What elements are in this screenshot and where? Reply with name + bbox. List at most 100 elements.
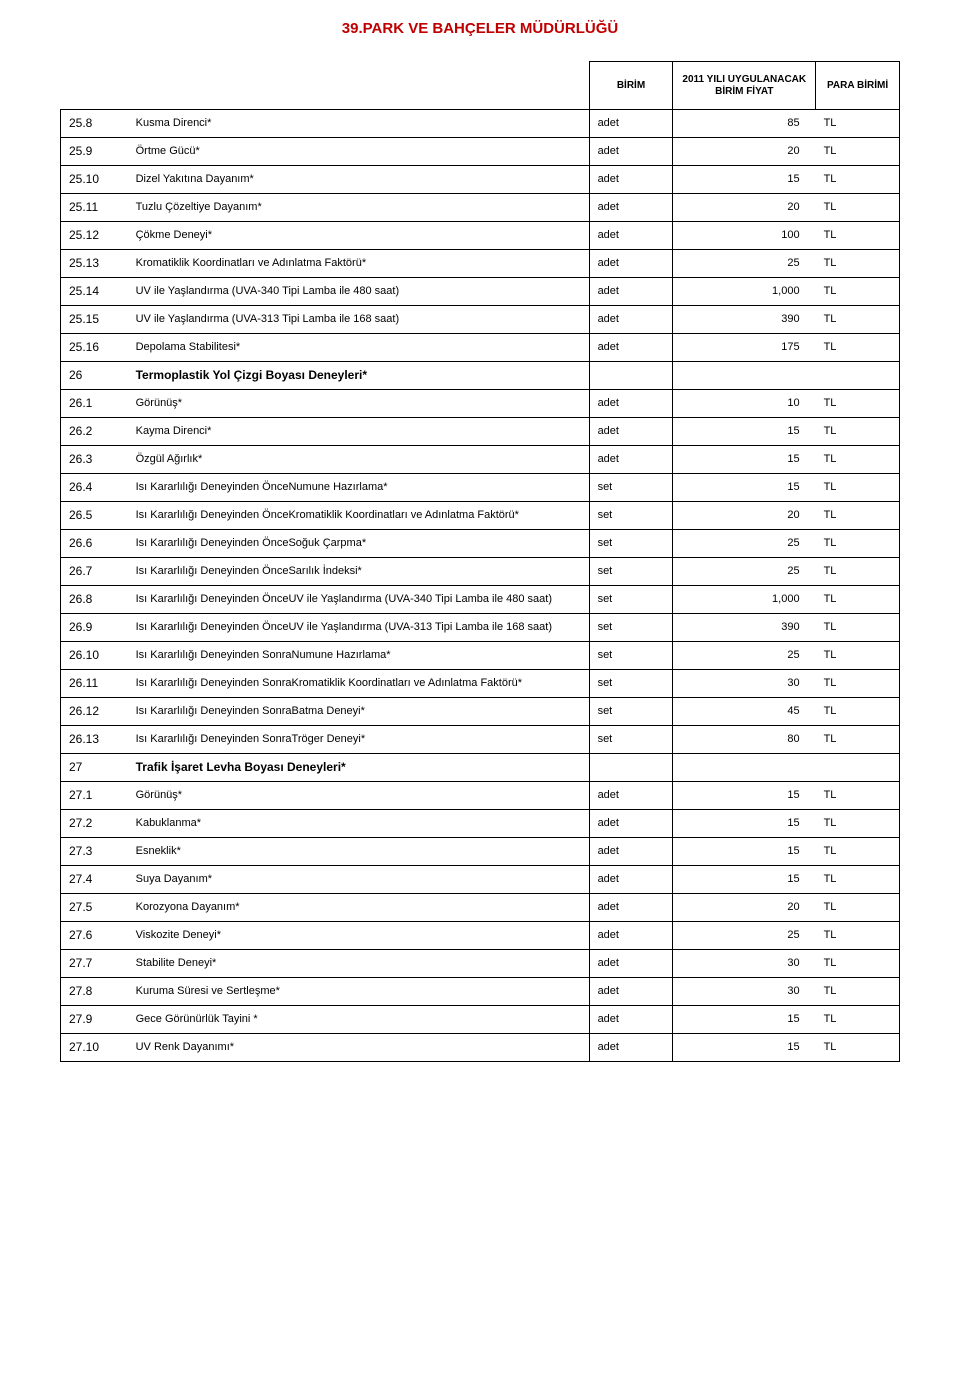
- row-currency: TL: [816, 278, 900, 306]
- row-code: 26.10: [61, 642, 128, 670]
- row-desc: Özgül Ağırlık*: [128, 446, 589, 474]
- row-desc: Görünüş*: [128, 390, 589, 418]
- row-price: 30: [673, 950, 816, 978]
- table-row: 27.10UV Renk Dayanımı*adet15TL: [61, 1034, 900, 1062]
- row-unit: set: [589, 614, 673, 642]
- row-code: 27.6: [61, 922, 128, 950]
- row-currency: TL: [816, 586, 900, 614]
- table-row: 26Termoplastik Yol Çizgi Boyası Deneyler…: [61, 362, 900, 390]
- row-unit: adet: [589, 138, 673, 166]
- row-price: 390: [673, 306, 816, 334]
- row-desc: Viskozite Deneyi*: [128, 922, 589, 950]
- row-price: 15: [673, 1034, 816, 1062]
- table-row: 25.9Örtme Gücü*adet20TL: [61, 138, 900, 166]
- row-code: 26: [61, 362, 128, 390]
- table-row: 25.16Depolama Stabilitesi*adet175TL: [61, 334, 900, 362]
- table-row: 26.13Isı Kararlılığı Deneyinden SonraTrö…: [61, 726, 900, 754]
- row-price: 20: [673, 502, 816, 530]
- row-unit: [589, 754, 673, 782]
- row-code: 27.8: [61, 978, 128, 1006]
- table-row: 27.3Esneklik*adet15TL: [61, 838, 900, 866]
- row-unit: adet: [589, 278, 673, 306]
- row-unit: adet: [589, 306, 673, 334]
- row-price: 80: [673, 726, 816, 754]
- row-currency: [816, 754, 900, 782]
- row-code: 27: [61, 754, 128, 782]
- table-row: 25.8Kusma Direnci*adet85TL: [61, 110, 900, 138]
- table-row: 27.4Suya Dayanım*adet15TL: [61, 866, 900, 894]
- row-currency: TL: [816, 250, 900, 278]
- row-code: 25.12: [61, 222, 128, 250]
- row-code: 26.4: [61, 474, 128, 502]
- row-price: 15: [673, 810, 816, 838]
- row-unit: adet: [589, 418, 673, 446]
- table-row: 26.7Isı Kararlılığı Deneyinden ÖnceSarıl…: [61, 558, 900, 586]
- row-unit: adet: [589, 222, 673, 250]
- row-desc: Isı Kararlılığı Deneyinden SonraKromatik…: [128, 670, 589, 698]
- row-unit: adet: [589, 1034, 673, 1062]
- row-currency: TL: [816, 1006, 900, 1034]
- row-price: 45: [673, 698, 816, 726]
- table-row: 26.10Isı Kararlılığı Deneyinden SonraNum…: [61, 642, 900, 670]
- row-price: 85: [673, 110, 816, 138]
- row-price: 15: [673, 474, 816, 502]
- row-price: 25: [673, 530, 816, 558]
- row-currency: TL: [816, 334, 900, 362]
- row-price: 175: [673, 334, 816, 362]
- row-currency: TL: [816, 138, 900, 166]
- row-price: 20: [673, 138, 816, 166]
- row-price: 10: [673, 390, 816, 418]
- table-row: 25.12Çökme Deneyi*adet100TL: [61, 222, 900, 250]
- row-unit: set: [589, 726, 673, 754]
- row-unit: set: [589, 530, 673, 558]
- row-code: 26.12: [61, 698, 128, 726]
- table-row: 26.3Özgül Ağırlık*adet15TL: [61, 446, 900, 474]
- row-currency: TL: [816, 306, 900, 334]
- row-desc: Isı Kararlılığı Deneyinden ÖnceUV ile Ya…: [128, 614, 589, 642]
- row-desc: Isı Kararlılığı Deneyinden ÖnceSarılık İ…: [128, 558, 589, 586]
- section-heading: Termoplastik Yol Çizgi Boyası Deneyleri*: [128, 362, 589, 390]
- row-code: 27.1: [61, 782, 128, 810]
- row-price: 390: [673, 614, 816, 642]
- row-unit: adet: [589, 166, 673, 194]
- table-row: 27.1Görünüş*adet15TL: [61, 782, 900, 810]
- row-code: 26.3: [61, 446, 128, 474]
- row-unit: adet: [589, 334, 673, 362]
- row-currency: TL: [816, 922, 900, 950]
- row-currency: TL: [816, 894, 900, 922]
- row-currency: TL: [816, 810, 900, 838]
- row-currency: TL: [816, 670, 900, 698]
- row-price: [673, 754, 816, 782]
- row-currency: TL: [816, 726, 900, 754]
- table-row: 25.10Dizel Yakıtına Dayanım*adet15TL: [61, 166, 900, 194]
- row-code: 25.14: [61, 278, 128, 306]
- row-desc: Isı Kararlılığı Deneyinden ÖnceSoğuk Çar…: [128, 530, 589, 558]
- row-currency: TL: [816, 866, 900, 894]
- row-code: 27.9: [61, 1006, 128, 1034]
- row-unit: set: [589, 642, 673, 670]
- row-code: 27.3: [61, 838, 128, 866]
- row-unit: adet: [589, 446, 673, 474]
- row-price: [673, 362, 816, 390]
- row-code: 26.11: [61, 670, 128, 698]
- row-code: 25.10: [61, 166, 128, 194]
- row-currency: TL: [816, 698, 900, 726]
- row-unit: adet: [589, 922, 673, 950]
- row-price: 15: [673, 166, 816, 194]
- row-code: 27.4: [61, 866, 128, 894]
- row-desc: Kusma Direnci*: [128, 110, 589, 138]
- row-currency: TL: [816, 502, 900, 530]
- table-row: 26.9Isı Kararlılığı Deneyinden ÖnceUV il…: [61, 614, 900, 642]
- row-unit: adet: [589, 194, 673, 222]
- row-desc: Depolama Stabilitesi*: [128, 334, 589, 362]
- price-table: BİRİM 2011 YILI UYGULANACAK BİRİM FİYAT …: [60, 61, 900, 1062]
- row-unit: adet: [589, 390, 673, 418]
- table-row: 27.6Viskozite Deneyi*adet25TL: [61, 922, 900, 950]
- row-desc: Isı Kararlılığı Deneyinden SonraNumune H…: [128, 642, 589, 670]
- table-row: 26.8Isı Kararlılığı Deneyinden ÖnceUV il…: [61, 586, 900, 614]
- row-desc: Örtme Gücü*: [128, 138, 589, 166]
- table-row: 26.11Isı Kararlılığı Deneyinden SonraKro…: [61, 670, 900, 698]
- row-code: 26.9: [61, 614, 128, 642]
- row-code: 27.10: [61, 1034, 128, 1062]
- row-unit: set: [589, 502, 673, 530]
